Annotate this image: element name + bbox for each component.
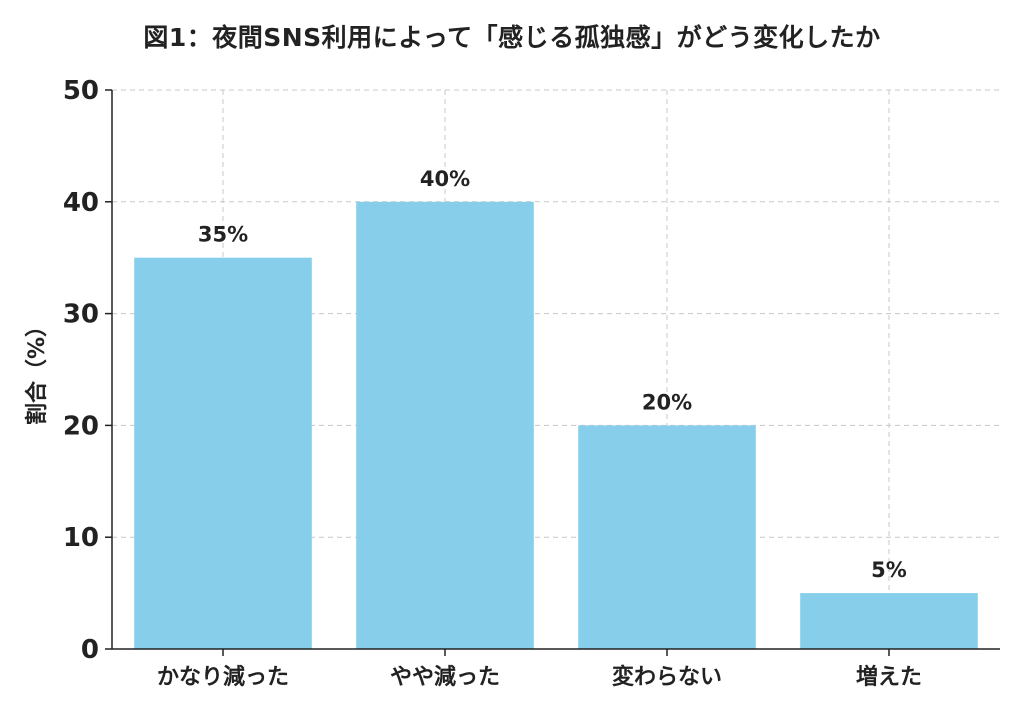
y-tick-label: 30	[63, 300, 99, 330]
y-tick-label: 10	[63, 523, 99, 553]
chart-title: 図1：夜間SNS利用によって「感じる孤独感」がどう変化したか	[143, 23, 881, 52]
y-tick-label: 0	[81, 635, 99, 665]
y-tick-label: 40	[63, 188, 99, 218]
bar	[578, 425, 756, 649]
axes	[105, 89, 1000, 656]
labels: 0 10 20 30 40 50 35% かなり減った 40% やや減った 20% 変わらない 5% 増え…	[63, 76, 922, 690]
bar-value-label: 20%	[642, 390, 692, 414]
bar-value-label: 35%	[198, 223, 248, 247]
bar	[356, 201, 534, 650]
bar	[134, 257, 312, 649]
bar	[800, 593, 978, 649]
x-tick-label: 変わらない	[612, 664, 722, 690]
x-tick-label: 増えた	[856, 664, 922, 690]
bar-value-label: 40%	[420, 167, 470, 191]
y-axis-label: 割合（%）	[24, 315, 50, 425]
y-tick-label: 20	[63, 411, 99, 441]
x-tick-label: やや減った	[390, 665, 500, 690]
y-tick-label: 50	[63, 76, 99, 106]
bars	[134, 201, 978, 650]
x-tick-label: かなり減った	[157, 665, 289, 690]
bar-value-label: 5%	[871, 558, 907, 582]
